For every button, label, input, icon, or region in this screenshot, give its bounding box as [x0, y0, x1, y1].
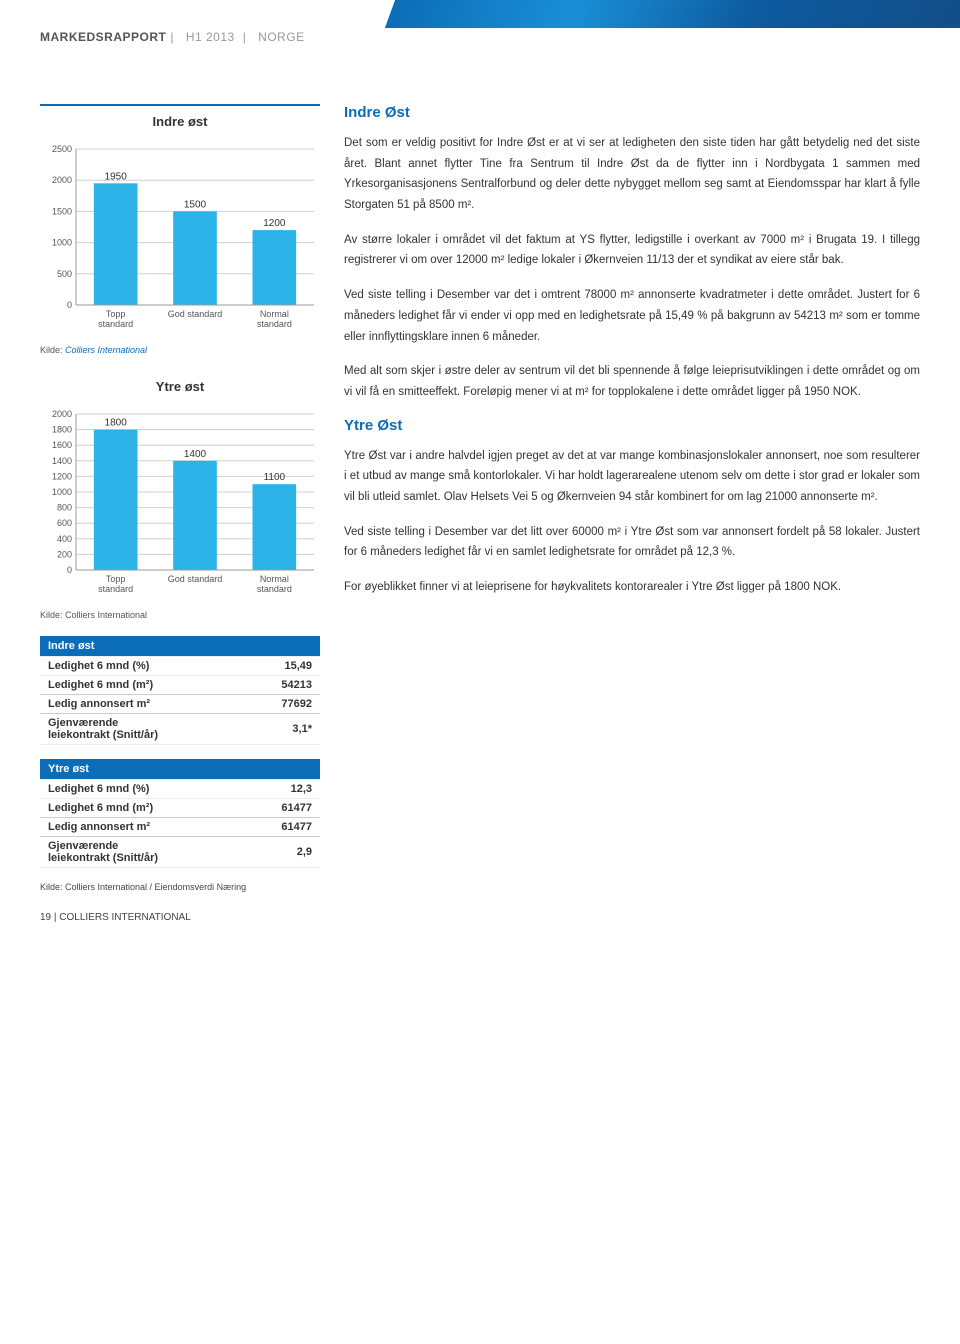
- section2-heading: Ytre Øst: [344, 417, 920, 434]
- section1-p4: Med alt som skjer i østre deler av sentr…: [344, 361, 920, 402]
- svg-text:400: 400: [57, 534, 72, 544]
- svg-text:standard: standard: [98, 319, 133, 329]
- header: MARKEDSRAPPORT| H1 2013| NORGE: [40, 30, 920, 44]
- svg-text:standard: standard: [257, 584, 292, 594]
- svg-text:1400: 1400: [184, 449, 207, 460]
- svg-text:1800: 1800: [105, 418, 128, 429]
- page-footer: 19 | COLLIERS INTERNATIONAL: [40, 912, 920, 923]
- chart1-source: Kilde: Colliers International: [40, 345, 320, 355]
- table-row-value: 15,49: [244, 657, 320, 676]
- section1-heading: Indre Øst: [344, 104, 920, 121]
- table-row-label: Gjenværendeleiekontrakt (Snitt/år): [40, 837, 244, 868]
- svg-text:standard: standard: [257, 319, 292, 329]
- svg-text:500: 500: [57, 269, 72, 279]
- chart2-title: Ytre øst: [40, 371, 320, 394]
- table-row-label: Ledighet 6 mnd (m²): [40, 799, 244, 818]
- header-b: H1 2013: [186, 30, 235, 44]
- svg-text:0: 0: [67, 300, 72, 310]
- right-column: Indre Øst Det som er veldig positivt for…: [344, 104, 920, 892]
- svg-text:1600: 1600: [52, 440, 72, 450]
- table-ytre: Ytre øst Ledighet 6 mnd (%)12,3Ledighet …: [40, 759, 320, 868]
- svg-text:1500: 1500: [52, 206, 72, 216]
- table-indre: Indre øst Ledighet 6 mnd (%)15,49Ledighe…: [40, 636, 320, 745]
- svg-text:1200: 1200: [263, 218, 286, 229]
- table-row-value: 2,9: [244, 837, 320, 868]
- section1-p1: Det som er veldig positivt for Indre Øst…: [344, 133, 920, 216]
- table-row-value: 61477: [244, 818, 320, 837]
- table-row-value: 3,1*: [244, 714, 320, 745]
- table-row-label: Ledig annonsert m²: [40, 818, 244, 837]
- svg-text:1200: 1200: [52, 471, 72, 481]
- section2-p2: Ved siste telling i Desember var det lit…: [344, 522, 920, 563]
- chart2: 0 200 400 600 800 1000 1200 1400 1600 1800 2000 180…: [40, 404, 320, 604]
- header-c: NORGE: [258, 30, 305, 44]
- table-row-value: 61477: [244, 799, 320, 818]
- table-row-label: Ledighet 6 mnd (%): [40, 657, 244, 676]
- svg-text:800: 800: [57, 503, 72, 513]
- section1-p2: Av større lokaler i området vil det fakt…: [344, 230, 920, 271]
- table-row-label: Ledig annonsert m²: [40, 695, 244, 714]
- svg-text:standard: standard: [98, 584, 133, 594]
- svg-text:1800: 1800: [52, 425, 72, 435]
- section1-p3: Ved siste telling i Desember var det i o…: [344, 285, 920, 347]
- svg-text:2500: 2500: [52, 144, 72, 154]
- left-column: Indre øst 050010001500200025001950Toppst…: [40, 104, 320, 892]
- table1-header: Indre øst: [40, 636, 320, 657]
- svg-text:0: 0: [67, 565, 72, 575]
- table-row-value: 77692: [244, 695, 320, 714]
- section2-p1: Ytre Øst var i andre halvdel igjen prege…: [344, 446, 920, 508]
- svg-text:God standard: God standard: [168, 309, 223, 319]
- table-row-label: Ledighet 6 mnd (%): [40, 780, 244, 799]
- svg-text:2000: 2000: [52, 175, 72, 185]
- table-row-value: 12,3: [244, 780, 320, 799]
- svg-text:200: 200: [57, 549, 72, 559]
- svg-text:1500: 1500: [184, 199, 207, 210]
- table-row-label: Gjenværendeleiekontrakt (Snitt/år): [40, 714, 244, 745]
- header-stripe: [385, 0, 960, 28]
- svg-text:1950: 1950: [105, 171, 128, 182]
- svg-text:1000: 1000: [52, 238, 72, 248]
- table2-header: Ytre øst: [40, 759, 320, 780]
- svg-text:2000: 2000: [52, 409, 72, 419]
- table-source: Kilde: Colliers International / Eiendoms…: [40, 882, 320, 892]
- svg-text:Topp: Topp: [106, 574, 126, 584]
- svg-text:1400: 1400: [52, 456, 72, 466]
- svg-text:Topp: Topp: [106, 309, 126, 319]
- svg-text:1000: 1000: [52, 487, 72, 497]
- chart1-title: Indre øst: [40, 104, 320, 129]
- header-title: MARKEDSRAPPORT| H1 2013| NORGE: [40, 30, 920, 44]
- chart2-source: Kilde: Colliers International: [40, 610, 320, 620]
- chart1: 050010001500200025001950Toppstandard1500…: [40, 139, 320, 339]
- header-a: MARKEDSRAPPORT: [40, 30, 166, 44]
- table-row-value: 54213: [244, 676, 320, 695]
- svg-text:Normal: Normal: [260, 309, 289, 319]
- content: Indre øst 050010001500200025001950Toppst…: [40, 104, 920, 892]
- svg-text:1100: 1100: [264, 472, 286, 483]
- svg-text:600: 600: [57, 518, 72, 528]
- section2-p3: For øyeblikket finner vi at leieprisene …: [344, 577, 920, 598]
- svg-text:God standard: God standard: [168, 574, 223, 584]
- page: MARKEDSRAPPORT| H1 2013| NORGE Indre øst…: [0, 0, 960, 943]
- table-row-label: Ledighet 6 mnd (m²): [40, 676, 244, 695]
- svg-text:Normal: Normal: [260, 574, 289, 584]
